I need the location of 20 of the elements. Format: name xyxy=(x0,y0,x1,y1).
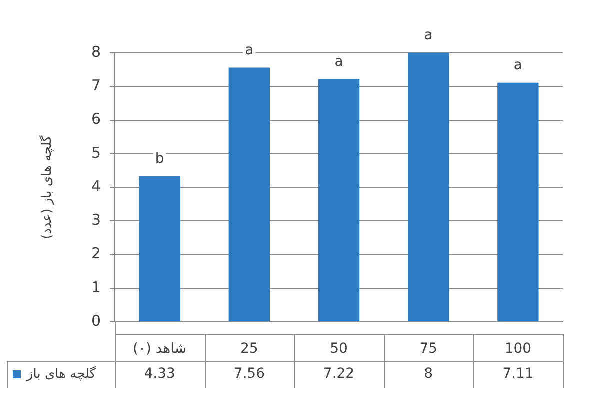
y-tick-label: 3 xyxy=(91,211,101,230)
y-axis-title: گلچه های باز (عدد) xyxy=(39,134,56,240)
annotation: a xyxy=(245,42,254,58)
y-tick-label: 4 xyxy=(91,177,101,196)
y-tick-label: 8 xyxy=(91,42,101,61)
y-tick-label: 1 xyxy=(91,278,101,296)
y-tick-label: 2 xyxy=(91,244,101,263)
y-tick-label: 6 xyxy=(91,110,101,128)
annotation: a xyxy=(334,54,344,70)
y-tick-label: 7 xyxy=(91,76,101,95)
annotation: a xyxy=(424,28,433,44)
bar xyxy=(139,176,180,322)
annotation: b xyxy=(155,151,164,168)
annotation: a xyxy=(514,58,522,74)
bar xyxy=(498,82,539,322)
bar xyxy=(408,53,450,322)
y-tick-label: 5 xyxy=(91,144,101,162)
bar xyxy=(318,79,360,322)
y-tick-label: 0 xyxy=(91,312,101,330)
bar xyxy=(228,68,270,322)
